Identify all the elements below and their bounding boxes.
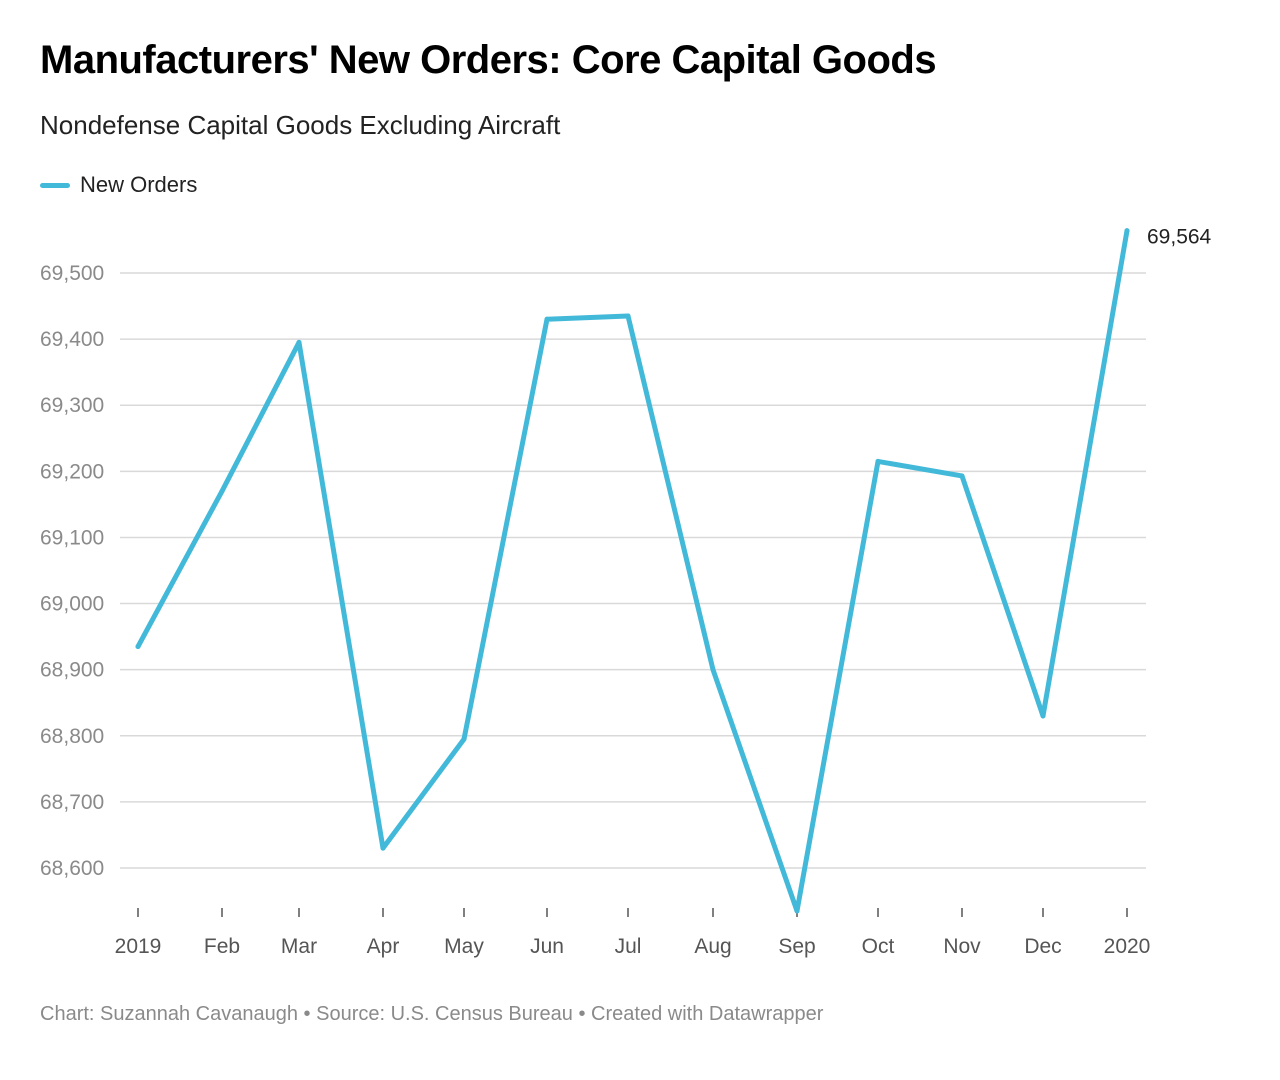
data-point bbox=[875, 458, 881, 464]
chart-footer: Chart: Suzannah Cavanaugh • Source: U.S.… bbox=[40, 1003, 823, 1026]
footer-credit: Created with Datawrapper bbox=[591, 1003, 824, 1025]
footer-source-label: Source: bbox=[316, 1003, 391, 1025]
data-point bbox=[794, 908, 800, 914]
data-point bbox=[710, 667, 716, 673]
footer-separator: • bbox=[297, 1003, 317, 1025]
y-tick-label: 68,800 bbox=[40, 725, 104, 748]
legend-label: New Orders bbox=[80, 172, 198, 197]
x-tick-label: Sep bbox=[778, 935, 815, 958]
data-point bbox=[219, 488, 225, 494]
end-value-label: 69,564 bbox=[1147, 226, 1212, 249]
y-tick-label: 69,500 bbox=[40, 262, 104, 285]
data-point bbox=[544, 316, 550, 322]
x-tick-label: Aug bbox=[694, 935, 731, 958]
x-tick-label: Apr bbox=[367, 935, 400, 958]
data-point bbox=[959, 473, 965, 479]
y-tick-label: 68,600 bbox=[40, 857, 104, 880]
data-point bbox=[135, 644, 141, 650]
data-point bbox=[380, 845, 386, 851]
x-tick-label: Dec bbox=[1024, 935, 1061, 958]
chart-subtitle: Nondefense Capital Goods Excluding Aircr… bbox=[40, 110, 561, 140]
footer-source: U.S. Census Bureau bbox=[390, 1003, 573, 1025]
data-point bbox=[296, 339, 302, 345]
x-tick-label: Nov bbox=[943, 935, 981, 958]
footer-author: Suzannah Cavanaugh bbox=[100, 1003, 298, 1025]
y-tick-label: 68,700 bbox=[40, 791, 104, 814]
x-tick-label: Jul bbox=[615, 935, 642, 958]
y-tick-label: 68,900 bbox=[40, 659, 104, 682]
legend: New Orders bbox=[40, 172, 197, 198]
x-tick-label: 2020 bbox=[1104, 935, 1151, 958]
footer-prefix: Chart: bbox=[40, 1003, 101, 1025]
data-point bbox=[461, 736, 467, 742]
x-tick-label: Oct bbox=[862, 935, 895, 958]
x-tick-label: Feb bbox=[204, 935, 240, 958]
y-tick-label: 69,300 bbox=[40, 394, 104, 417]
y-tick-label: 69,000 bbox=[40, 593, 104, 616]
legend-swatch bbox=[40, 182, 70, 188]
y-tick-label: 69,200 bbox=[40, 460, 104, 483]
data-point bbox=[625, 313, 631, 319]
data-point bbox=[1040, 713, 1046, 719]
x-tick-label: Jun bbox=[530, 935, 564, 958]
y-tick-label: 69,100 bbox=[40, 526, 104, 549]
chart-title: Manufacturers' New Orders: Core Capital … bbox=[40, 38, 937, 82]
footer-separator: • bbox=[572, 1003, 592, 1025]
x-tick-label: 2019 bbox=[115, 935, 162, 958]
x-tick-label: Mar bbox=[281, 935, 317, 958]
y-tick-label: 69,400 bbox=[40, 328, 104, 351]
series-line-new-orders bbox=[135, 228, 1130, 914]
data-point bbox=[1124, 228, 1130, 234]
x-tick-label: May bbox=[444, 935, 484, 958]
